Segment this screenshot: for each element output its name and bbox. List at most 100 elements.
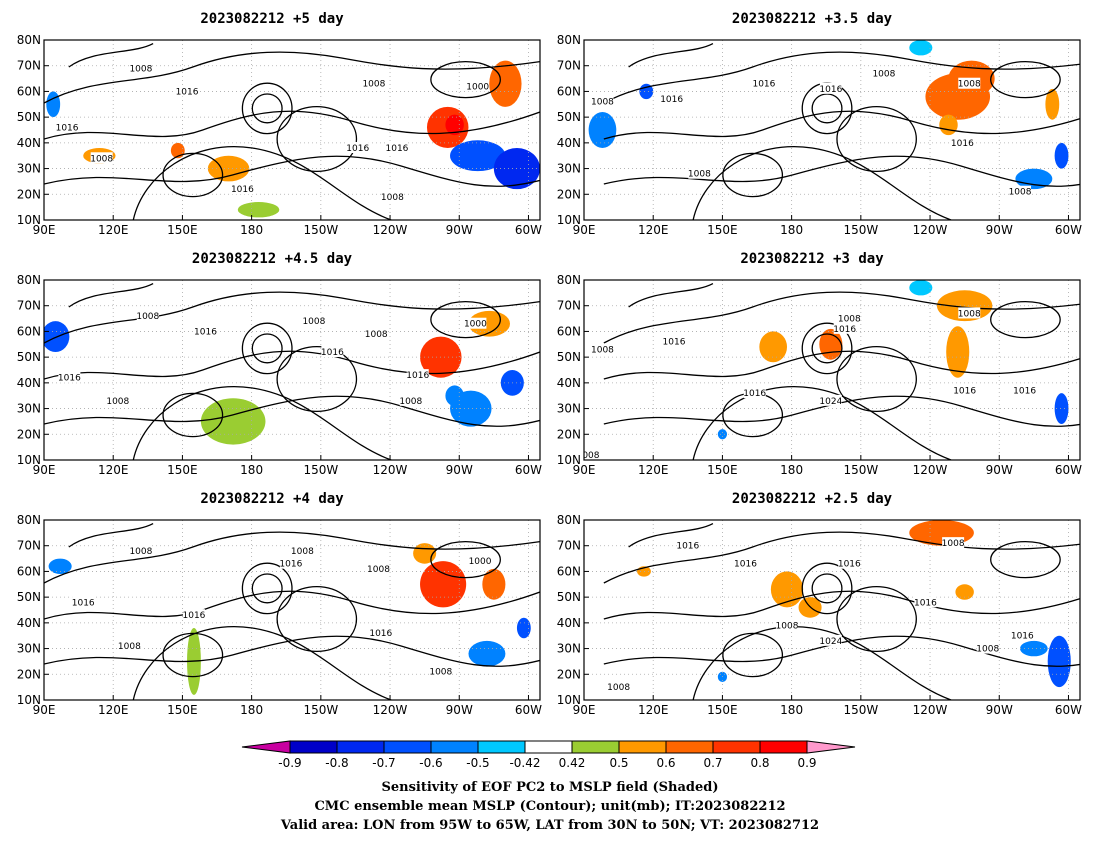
pressure-contour — [44, 396, 540, 426]
contour-label-bg — [129, 544, 152, 556]
contour-label: 1008 — [591, 98, 614, 108]
pressure-contour — [162, 392, 224, 438]
colorbar-tick-label: -0.6 — [419, 756, 442, 770]
map-panel: 1008 1016 1008 1008 1000 1016 1016 1008 1016 1008… — [17, 251, 542, 477]
sensitivity-shading — [588, 112, 617, 148]
colorbar-tick-label: -0.5 — [466, 756, 489, 770]
contour-label: 1000 — [464, 320, 487, 330]
x-tick-label: 150E — [167, 223, 198, 237]
contour-label: 1016 — [72, 598, 95, 608]
pressure-contour — [836, 585, 917, 653]
sensitivity-shading — [237, 202, 280, 218]
contour-label: 1008 — [291, 547, 314, 557]
contour-label: 1016 — [752, 80, 775, 90]
contour-label: 1008 — [365, 330, 388, 340]
y-tick-label: 40N — [557, 136, 581, 150]
y-tick-label: 80N — [17, 273, 41, 287]
x-tick-label: 120W — [913, 463, 948, 477]
contour-label-bg — [346, 142, 369, 153]
x-tick-label: 90W — [986, 223, 1013, 237]
x-tick-label: 120E — [98, 223, 129, 237]
contour-label-bg — [976, 642, 999, 654]
contour-label: 1008 — [118, 642, 141, 652]
y-tick-label: 70N — [17, 539, 41, 553]
x-tick-label: 90E — [33, 703, 56, 717]
pressure-contour — [604, 111, 1100, 139]
y-tick-label: 40N — [557, 616, 581, 630]
contour-label-bg — [958, 307, 981, 319]
sensitivity-shading — [1054, 393, 1069, 425]
contour-label: 1008 — [136, 312, 159, 322]
sensitivity-shading — [759, 331, 788, 363]
map-frame — [43, 519, 541, 701]
contour-label: 1008 — [106, 397, 129, 407]
x-tick-label: 150W — [843, 463, 878, 477]
contour-label: 1016 — [838, 560, 861, 570]
contour-label-bg — [833, 322, 856, 334]
x-tick-label: 120E — [638, 463, 669, 477]
contour-label: 1016 — [663, 338, 686, 348]
pressure-contour — [44, 591, 540, 619]
x-tick-label: 180 — [240, 703, 263, 717]
colorbar-tick-label: 0.7 — [703, 756, 722, 770]
contour-label: 1016 — [346, 144, 369, 154]
contour-label-bg — [385, 142, 408, 153]
contour-label-bg — [464, 317, 487, 329]
y-tick-label: 20N — [557, 187, 581, 201]
panel-title: 2023082212 +4.5 day — [192, 251, 353, 267]
x-tick-label: 90W — [986, 703, 1013, 717]
colorbar-tick-label: 0.8 — [750, 756, 769, 770]
pressure-contour — [629, 44, 713, 67]
sensitivity-shading — [909, 40, 933, 56]
map-background — [44, 280, 540, 460]
pressure-contour — [990, 60, 1061, 99]
x-tick-label: 90W — [446, 703, 473, 717]
panel-title: 2023082212 +5 day — [200, 11, 344, 27]
pressure-contour — [251, 573, 283, 604]
contour-label-bg — [776, 619, 799, 631]
colorbar-over-triangle — [806, 740, 856, 754]
x-tick-label: 180 — [780, 463, 803, 477]
sensitivity-shading — [939, 114, 958, 136]
y-tick-label: 30N — [557, 402, 581, 416]
contour-label: 1016 — [279, 560, 302, 570]
x-tick-label: 150E — [167, 703, 198, 717]
pressure-contour — [990, 300, 1061, 339]
y-tick-label: 10N — [557, 693, 581, 707]
contour-label: 1016 — [819, 85, 842, 95]
pressure-contour — [69, 44, 153, 67]
x-tick-label: 60W — [1055, 223, 1082, 237]
x-tick-label: 180 — [240, 223, 263, 237]
x-tick-label: 120E — [98, 703, 129, 717]
y-tick-label: 20N — [557, 667, 581, 681]
y-tick-label: 30N — [557, 642, 581, 656]
panel-title: 2023082212 +4 day — [200, 491, 344, 507]
y-tick-label: 40N — [17, 616, 41, 630]
contour-label: 1016 — [1011, 632, 1034, 642]
sensitivity-shading — [1020, 640, 1048, 657]
contour-label: 1016 — [194, 327, 217, 337]
contour-label-bg — [136, 310, 159, 321]
y-tick-label: 80N — [557, 513, 581, 527]
contour-label: 1016 — [833, 325, 856, 335]
contour-label: 1008 — [872, 69, 895, 79]
map-panel: 1016 1016 1016 1008 1008 1024 1016 1008 1016 1008… — [557, 491, 1082, 717]
contour-label-bg — [951, 136, 974, 148]
pressure-contour — [629, 284, 713, 307]
contour-label-bg — [819, 82, 842, 94]
colorbar-swatch — [759, 740, 808, 754]
x-tick-label: 180 — [780, 703, 803, 717]
colorbar-tick-label: 0.6 — [656, 756, 675, 770]
colorbar-swatch — [665, 740, 714, 754]
contour-label: 1008 — [129, 64, 152, 74]
pressure-contour — [604, 292, 1100, 343]
x-tick-label: 90W — [986, 463, 1013, 477]
contour-label-bg — [58, 371, 81, 383]
contour-label: 1008 — [976, 645, 999, 655]
x-tick-label: 180 — [240, 463, 263, 477]
contour-label-bg — [106, 394, 129, 406]
y-tick-label: 80N — [17, 33, 41, 47]
contour-label-bg — [662, 335, 685, 347]
sensitivity-shading — [468, 640, 506, 667]
pressure-contour — [693, 147, 951, 220]
